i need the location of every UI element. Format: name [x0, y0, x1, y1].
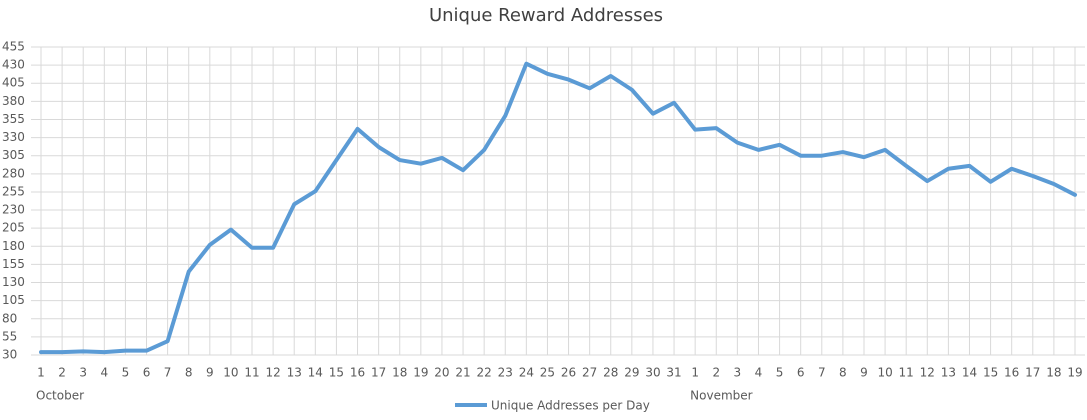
x-tick-label: 13	[287, 366, 302, 380]
x-tick-label: 8	[839, 366, 847, 380]
x-tick-label: 27	[582, 366, 597, 380]
x-tick-label: 2	[712, 366, 720, 380]
x-tick-label: 16	[350, 366, 365, 380]
x-tick-label: 20	[434, 366, 449, 380]
x-tick-label: 29	[624, 366, 639, 380]
x-tick-label: 22	[477, 366, 492, 380]
y-tick-label: 280	[2, 166, 25, 180]
y-tick-label: 255	[2, 184, 25, 198]
x-group-label: November	[690, 389, 752, 403]
x-tick-label: 15	[329, 366, 344, 380]
x-tick-label: 10	[877, 366, 892, 380]
x-tick-label: 10	[223, 366, 238, 380]
y-tick-label: 455	[2, 40, 25, 54]
x-tick-label: 26	[561, 366, 576, 380]
x-tick-label: 6	[143, 366, 151, 380]
x-tick-label: 17	[371, 366, 386, 380]
y-tick-label: 55	[2, 329, 17, 343]
x-tick-label: 16	[1004, 366, 1019, 380]
legend-label: Unique Addresses per Day	[491, 399, 650, 413]
data-line	[39, 61, 1077, 355]
x-tick-label: 4	[755, 366, 763, 380]
x-tick-label: 19	[413, 366, 428, 380]
x-tick-label: 15	[983, 366, 998, 380]
x-tick-label: 4	[100, 366, 108, 380]
x-tick-label: 12	[920, 366, 935, 380]
y-tick-label: 130	[2, 275, 25, 289]
x-group-label: October	[36, 389, 84, 403]
x-tick-label: 2	[58, 366, 66, 380]
x-tick-label: 31	[666, 366, 681, 380]
x-tick-label: 7	[818, 366, 826, 380]
y-tick-label: 355	[2, 112, 25, 126]
x-tick-label: 30	[645, 366, 660, 380]
y-tick-label: 30	[2, 348, 17, 362]
x-tick-label: 18	[392, 366, 407, 380]
x-tick-label: 21	[455, 366, 470, 380]
x-tick-label: 19	[1067, 366, 1082, 380]
x-tick-label: 3	[734, 366, 742, 380]
y-tick-label: 205	[2, 221, 25, 235]
x-tick-label: 24	[519, 366, 534, 380]
x-tick-label: 14	[962, 366, 977, 380]
x-tick-label: 1	[691, 366, 699, 380]
x-tick-label: 23	[498, 366, 513, 380]
chart-title: Unique Reward Addresses	[429, 5, 663, 26]
x-tick-label: 7	[164, 366, 172, 380]
x-tick-label: 13	[941, 366, 956, 380]
x-tick-label: 25	[540, 366, 555, 380]
x-tick-label: 9	[860, 366, 868, 380]
x-tick-label: 12	[265, 366, 280, 380]
y-tick-label: 105	[2, 293, 25, 307]
y-tick-label: 330	[2, 130, 25, 144]
y-tick-label: 230	[2, 203, 25, 217]
x-tick-label: 6	[797, 366, 805, 380]
x-tick-label: 11	[899, 366, 914, 380]
x-tick-label: 28	[603, 366, 618, 380]
x-tick-label: 5	[776, 366, 784, 380]
y-tick-label: 380	[2, 94, 25, 108]
y-tick-label: 155	[2, 257, 25, 271]
x-tick-label: 14	[308, 366, 323, 380]
y-tick-label: 430	[2, 58, 25, 72]
y-tick-label: 305	[2, 148, 25, 162]
x-tick-label: 17	[1025, 366, 1040, 380]
y-tick-label: 405	[2, 76, 25, 90]
x-tick-label: 8	[185, 366, 193, 380]
x-tick-label: 18	[1046, 366, 1061, 380]
x-tick-label: 5	[122, 366, 130, 380]
x-tick-label: 3	[79, 366, 87, 380]
x-tick-label: 1	[37, 366, 45, 380]
y-tick-label: 80	[2, 311, 17, 325]
y-tick-label: 180	[2, 239, 25, 253]
x-tick-label: 9	[206, 366, 214, 380]
x-tick-label: 11	[244, 366, 259, 380]
